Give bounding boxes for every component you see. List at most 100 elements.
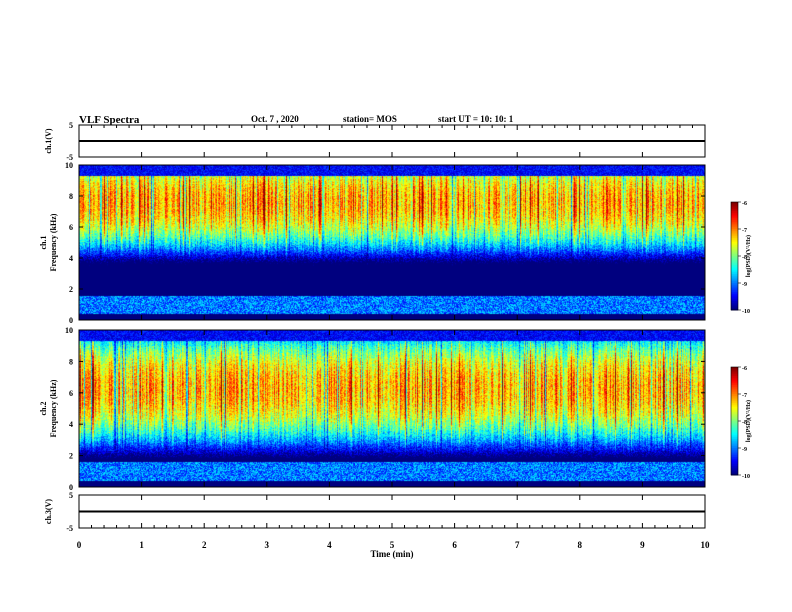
x-tick-label: 5 [390,540,395,550]
x-tick-label: 3 [265,540,270,550]
colorbar-segment-2 [731,386,738,390]
y-tick-label: 4 [69,420,73,429]
colorbar-segment-1 [731,230,738,234]
colorbar-segment-2 [731,392,738,395]
colorbar-segment-2 [731,388,738,391]
colorbar-segment-2 [731,403,738,406]
colorbar-segment-1 [731,212,738,216]
colorbar-segment-1 [731,270,738,273]
colorbar-segment-1 [731,302,738,306]
x-tick-label: 7 [515,540,520,550]
colorbar-segment-2 [731,395,738,399]
colorbar-segment-1 [731,265,738,268]
colorbar-segment-1 [731,214,738,217]
colorbar-segment-2 [731,408,738,411]
colorbar-segment-2 [731,462,738,465]
colorbar-segment-1 [731,223,738,226]
colorbar-segment-1 [731,272,738,275]
x-tick-label: 10 [701,540,711,550]
colorbar-segment-2 [731,401,738,404]
x-tick-label: 0 [77,540,82,550]
colorbar-segment-2 [731,431,738,435]
colorbar-segment-1 [731,243,738,246]
colorbar-segment-2 [731,430,738,433]
colorbar-segment-1 [731,304,738,307]
colorbar-segment-1 [731,286,738,289]
colorbar-segment-2 [731,367,738,370]
colorbar-segment-2 [731,451,738,454]
x-tick-label: 9 [640,540,645,550]
ch1-spectrogram-image [79,165,705,320]
colorbar-segment-1 [731,239,738,243]
colorbar-segment-2 [731,471,738,474]
colorbar-segment-2 [731,433,738,436]
colorbar-segment-1 [731,295,738,298]
y-tick-label: 6 [69,223,73,232]
colorbar-segment-2 [731,410,738,413]
y-axis-label: ch.1(V) [44,128,53,153]
colorbar-segment-1 [731,284,738,288]
colorbar-segment-1 [731,209,738,212]
colorbar-segment-2 [731,372,738,375]
colorbar-segment-2 [731,404,738,408]
colorbar-segment-1 [731,216,738,219]
x-tick-label: 2 [202,540,207,550]
colorbar-segment-2 [731,435,738,438]
colorbar-segment-2 [731,406,738,409]
colorbar-segment-2 [731,370,738,373]
colorbar-segment-2 [731,394,738,397]
colorbar-segment-2 [731,460,738,463]
colorbar-segment-1 [731,211,738,214]
y-tick-label: 0 [69,483,73,492]
colorbar-segment-1 [731,308,738,311]
y-tick-label: 10 [65,326,73,335]
colorbar-segment-1 [731,207,738,210]
colorbar-segment-2 [731,455,738,458]
colorbar-segment-2 [731,421,738,424]
colorbar-segment-1 [731,203,738,207]
colorbar-segment-1 [731,238,738,241]
colorbar-segment-1 [731,221,738,225]
y-tick-label: 8 [69,357,73,366]
colorbar-segment-2 [731,413,738,417]
colorbar-segment-1 [731,257,738,261]
date-label: Oct. 7 , 2020 [251,114,299,124]
colorbar-tick-label: -9 [742,282,747,288]
colorbar-tick-label: -7 [742,228,747,234]
colorbar-segment-1 [731,283,738,286]
colorbar-segment-2 [731,374,738,377]
colorbar-segment-2 [731,379,738,382]
panel-frame-2 [78,164,706,321]
y-axis-label: ch.1 [39,236,48,250]
y-axis-label: Frequency (kHz) [49,213,58,271]
colorbar-segment-1 [731,256,738,259]
colorbar-segment-2 [731,412,738,415]
colorbar-segment-1 [731,220,738,223]
colorbar-segment-2 [731,466,738,469]
colorbar-segment-2 [731,473,738,476]
colorbar-segment-1 [731,263,738,266]
colorbar-tick-label: -10 [742,309,750,315]
colorbar-segment-1 [731,275,738,279]
x-tick-label: 8 [578,540,583,550]
colorbar-segment-1 [731,261,738,264]
colorbar-segment-2 [731,422,738,426]
colorbar-segment-2 [731,464,738,467]
colorbar-segment-2 [731,453,738,456]
colorbar-segment-1 [731,234,738,237]
colorbar-tick-label: -9 [742,447,747,453]
ch1-spectrogram-plot [79,165,705,320]
figure-title: VLF Spectra [79,114,140,126]
colorbar-segment-2 [731,419,738,422]
colorbar-segment-2 [731,444,738,447]
colorbar-tick-label: -10 [742,474,750,480]
colorbar-segment-2 [731,385,738,388]
colorbar-label: log(PSD)(V²/Hz) [745,400,752,442]
colorbar-segment-1 [731,297,738,300]
colorbar-segment-2 [731,439,738,442]
colorbar-segment-1 [731,293,738,297]
x-tick-label: 1 [139,540,144,550]
colorbar-segment-1 [731,248,738,252]
colorbar-tick-label: -6 [742,201,747,207]
